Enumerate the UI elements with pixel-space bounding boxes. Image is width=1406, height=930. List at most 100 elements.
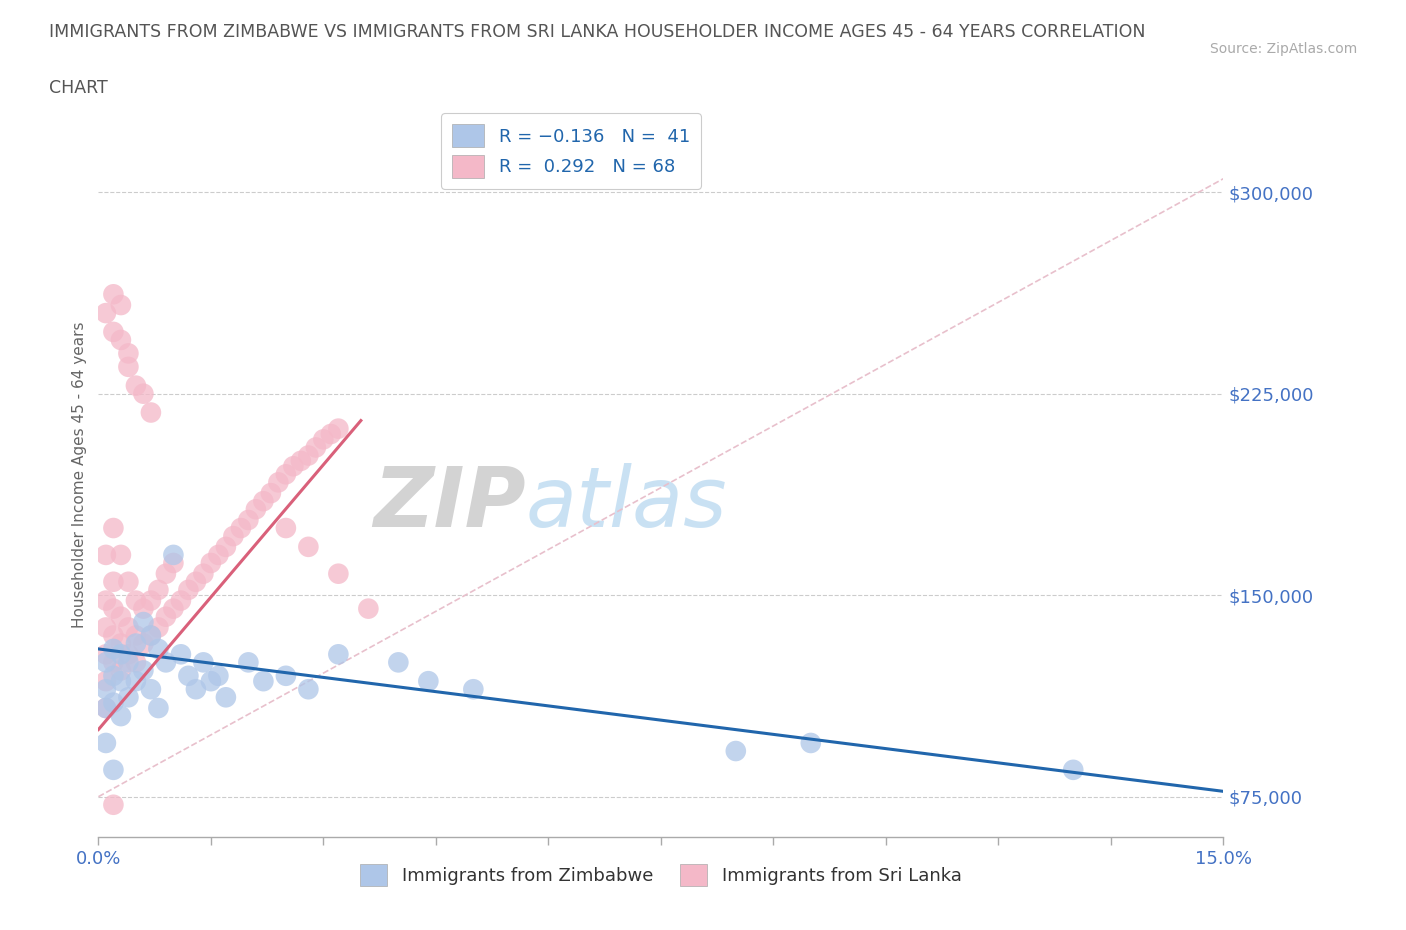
Point	[312, 432, 335, 446]
Text: Source: ZipAtlas.com: Source: ZipAtlas.com	[1209, 42, 1357, 56]
Legend: Immigrants from Zimbabwe, Immigrants from Sri Lanka: Immigrants from Zimbabwe, Immigrants fro…	[353, 857, 969, 893]
Text: IMMIGRANTS FROM ZIMBABWE VS IMMIGRANTS FROM SRI LANKA HOUSEHOLDER INCOME AGES 45: IMMIGRANTS FROM ZIMBABWE VS IMMIGRANTS F…	[49, 23, 1146, 41]
Point	[800, 736, 823, 751]
Point	[110, 647, 132, 662]
Point	[125, 379, 148, 393]
Point	[193, 566, 215, 581]
Point	[110, 709, 132, 724]
Point	[94, 655, 117, 670]
Point	[155, 655, 177, 670]
Point	[103, 797, 125, 812]
Point	[94, 647, 117, 662]
Point	[305, 440, 328, 455]
Point	[193, 655, 215, 670]
Point	[260, 485, 283, 500]
Point	[148, 700, 170, 715]
Point	[94, 700, 117, 715]
Point	[238, 655, 260, 670]
Point	[418, 673, 440, 688]
Point	[155, 609, 177, 624]
Point	[94, 620, 117, 635]
Y-axis label: Householder Income Ages 45 - 64 years: Householder Income Ages 45 - 64 years	[72, 321, 87, 628]
Point	[177, 582, 200, 597]
Point	[200, 555, 222, 570]
Point	[184, 682, 207, 697]
Point	[103, 325, 125, 339]
Point	[103, 696, 125, 711]
Point	[274, 467, 297, 482]
Point	[125, 655, 148, 670]
Text: atlas: atlas	[526, 463, 727, 544]
Point	[139, 682, 162, 697]
Point	[110, 636, 132, 651]
Point	[155, 566, 177, 581]
Point	[283, 458, 305, 473]
Point	[125, 628, 148, 643]
Point	[125, 673, 148, 688]
Point	[103, 286, 125, 301]
Point	[207, 548, 229, 563]
Point	[117, 620, 139, 635]
Point	[328, 647, 350, 662]
Point	[463, 682, 485, 697]
Point	[274, 521, 297, 536]
Point	[139, 593, 162, 608]
Point	[215, 690, 238, 705]
Point	[184, 575, 207, 590]
Point	[148, 582, 170, 597]
Point	[215, 539, 238, 554]
Point	[103, 575, 125, 590]
Point	[103, 521, 125, 536]
Point	[297, 682, 319, 697]
Point	[110, 663, 132, 678]
Point	[297, 539, 319, 554]
Point	[139, 628, 162, 643]
Point	[139, 405, 162, 420]
Point	[103, 601, 125, 616]
Point	[222, 528, 245, 543]
Point	[117, 655, 139, 670]
Point	[328, 421, 350, 436]
Point	[103, 669, 125, 684]
Point	[274, 669, 297, 684]
Point	[94, 593, 117, 608]
Point	[94, 700, 117, 715]
Point	[125, 593, 148, 608]
Point	[117, 346, 139, 361]
Point	[110, 298, 132, 312]
Point	[357, 601, 380, 616]
Point	[117, 575, 139, 590]
Point	[132, 601, 155, 616]
Point	[290, 454, 312, 469]
Point	[103, 642, 125, 657]
Point	[387, 655, 409, 670]
Point	[103, 655, 125, 670]
Point	[110, 673, 132, 688]
Point	[110, 609, 132, 624]
Point	[207, 669, 229, 684]
Point	[103, 628, 125, 643]
Point	[724, 744, 747, 759]
Point	[238, 512, 260, 527]
Point	[132, 615, 155, 630]
Point	[170, 647, 193, 662]
Point	[117, 647, 139, 662]
Point	[117, 690, 139, 705]
Point	[94, 682, 117, 697]
Point	[252, 494, 274, 509]
Point	[94, 306, 117, 321]
Point	[245, 502, 267, 517]
Point	[132, 636, 155, 651]
Point	[103, 763, 125, 777]
Point	[319, 427, 342, 442]
Point	[110, 548, 132, 563]
Point	[177, 669, 200, 684]
Point	[1062, 763, 1084, 777]
Point	[297, 448, 319, 463]
Point	[125, 636, 148, 651]
Point	[162, 555, 184, 570]
Point	[229, 521, 252, 536]
Point	[132, 386, 155, 401]
Point	[139, 628, 162, 643]
Text: ZIP: ZIP	[373, 463, 526, 544]
